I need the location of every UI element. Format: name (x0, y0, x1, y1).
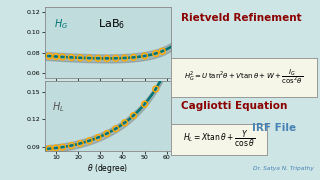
Text: $H_G^2 = U\,\tan^2\!\theta + V\tan\theta + W + \dfrac{I_G}{\cos^2\!\theta}$: $H_G^2 = U\,\tan^2\!\theta + V\tan\theta… (184, 67, 304, 86)
Point (87, 139, 92, 142)
Point (47, 55, 52, 58)
Text: $H_G$: $H_G$ (54, 17, 68, 31)
Text: Cagliotti Equation: Cagliotti Equation (181, 101, 287, 111)
Text: IRF File: IRF File (252, 123, 296, 133)
Point (153, 88, 158, 91)
X-axis label: $\theta$ (degree): $\theta$ (degree) (87, 162, 129, 176)
Text: Dr. Satya N. Tripathy: Dr. Satya N. Tripathy (253, 166, 314, 171)
Point (53, 55, 59, 58)
Point (104, 132, 109, 135)
Point (60, 146, 65, 148)
Point (53, 147, 59, 149)
Point (60, 55, 65, 58)
Point (95, 136, 100, 139)
Point (104, 57, 109, 60)
Text: $H_L = X\tan\theta + \dfrac{Y}{\cos\theta}$: $H_L = X\tan\theta + \dfrac{Y}{\cos\thet… (183, 129, 255, 149)
Point (113, 57, 118, 60)
Text: Rietveld Refinement: Rietveld Refinement (181, 13, 301, 23)
Text: LaB$_6$: LaB$_6$ (98, 17, 125, 31)
Point (153, 52, 158, 55)
Point (87, 57, 92, 60)
Point (122, 57, 127, 59)
Point (160, 76, 165, 79)
Point (142, 55, 147, 57)
Point (122, 121, 127, 124)
Point (131, 56, 136, 59)
Point (131, 114, 136, 117)
Point (69, 144, 74, 147)
Point (113, 127, 118, 130)
Point (78, 142, 83, 145)
Point (142, 103, 147, 106)
Point (69, 56, 74, 59)
Point (47, 147, 52, 150)
Point (95, 57, 100, 60)
Point (160, 50, 165, 53)
Point (78, 56, 83, 59)
Text: $H_L$: $H_L$ (52, 100, 65, 114)
